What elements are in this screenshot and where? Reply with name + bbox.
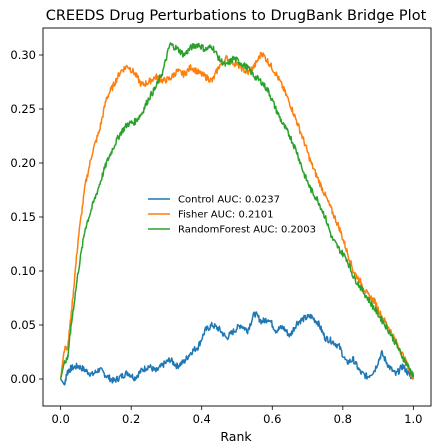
y-tick-label: 0.00	[10, 372, 36, 386]
series-lines	[59, 42, 415, 386]
legend: Control AUC: 0.0237 Fisher AUC: 0.2101 Ran…	[148, 195, 316, 236]
series-line-1	[59, 51, 415, 380]
y-tick-label: 0.20	[10, 156, 36, 170]
legend-label: Control AUC: 0.0237	[178, 195, 280, 206]
series-line-2	[59, 42, 415, 380]
x-tick-label: 0.0	[51, 412, 69, 426]
legend-label: RandomForest AUC: 0.2003	[178, 225, 316, 236]
chart-title: CREEDS Drug Perturbations to DrugBank Br…	[46, 8, 427, 24]
x-tick-label: 0.4	[193, 412, 211, 426]
x-axis-label: Rank	[220, 429, 252, 444]
y-tick-label: 0.15	[10, 210, 36, 224]
series-line-0	[60, 311, 415, 386]
y-tick-label: 0.30	[10, 48, 36, 62]
x-tick-label: 0.8	[334, 412, 352, 426]
y-tick-label: 0.10	[10, 264, 36, 278]
x-tick-label: 0.6	[263, 412, 281, 426]
y-tick-label: 0.25	[10, 102, 36, 116]
y-tick-label: 0.05	[10, 318, 36, 332]
x-axis: 0.0 0.2 0.4 0.6 0.8 1.0	[51, 406, 423, 426]
x-tick-label: 0.2	[122, 412, 140, 426]
legend-label: Fisher AUC: 0.2101	[178, 210, 273, 221]
x-tick-label: 1.0	[404, 412, 422, 426]
y-axis: 0.00 0.05 0.10 0.15 0.20 0.25 0.30	[10, 48, 43, 386]
